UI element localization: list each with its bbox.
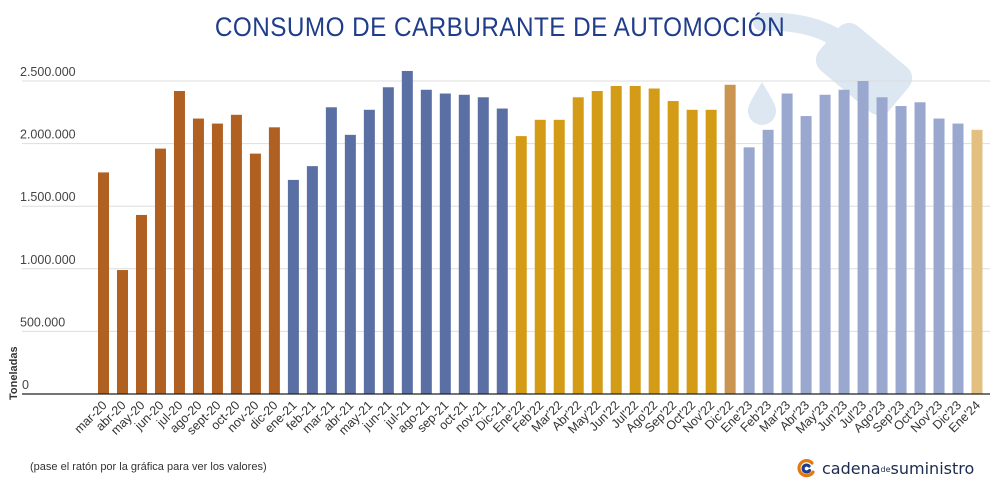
bar-Dic'22[interactable]: Dic'22 — [724, 84, 736, 394]
bar-Feb'22[interactable]: Feb'22 — [534, 119, 546, 394]
bar-May'22[interactable]: May'22 — [591, 91, 603, 395]
bar-ene-21[interactable]: ene-21 — [287, 179, 299, 394]
brand-name-part1: cadena — [822, 458, 881, 478]
y-tick-label: 0 — [22, 378, 29, 392]
bar-Ene'22[interactable]: Ene'22 — [515, 136, 527, 394]
bar-Mar'23[interactable]: Mar'23 — [781, 93, 793, 395]
bar-sept-20[interactable]: sept-20 — [211, 123, 223, 394]
brand-name: cadenadesuministro — [822, 459, 974, 478]
y-axis-ticks: 0 500.000 1.000.000 1.500.000 2.000.000 2.500… — [20, 65, 76, 392]
bar-ago-20[interactable]: ago-20 — [192, 118, 204, 394]
bar-nov-21[interactable]: nov-21 — [477, 97, 489, 394]
bar-may-20[interactable]: may-20 — [135, 214, 147, 394]
bar-jul-20[interactable]: jul-20 — [173, 91, 185, 395]
bar-Abr'23[interactable]: Abr'23 — [800, 116, 812, 394]
bar-mar-20[interactable]: mar-20 — [98, 172, 109, 394]
bar-Ago'22[interactable]: Ago'22 — [648, 88, 660, 394]
bar-Sep'23[interactable]: Sep'23 — [895, 106, 907, 394]
bar-Nov'23[interactable]: Nov'23 — [933, 118, 945, 394]
bar-sep-21[interactable]: sep-21 — [439, 93, 451, 395]
bar-Jun'22[interactable]: Jun'22 — [610, 86, 622, 394]
bar-Ago'23[interactable]: Ago'23 — [876, 97, 888, 394]
bar-Jun'23[interactable]: Jun'23 — [838, 89, 850, 394]
bar-Oct'22[interactable]: Oct'22 — [686, 109, 698, 395]
bar-Feb'23[interactable]: Feb'23 — [762, 129, 774, 394]
bar-jun-21[interactable]: jun-21 — [382, 87, 394, 394]
bar-may-21[interactable]: may-21 — [363, 109, 375, 395]
bar-Jul'22[interactable]: Jul'22 — [629, 86, 641, 394]
bars[interactable]: mar-20 abr-20 may-20 jun-20 jul-20 ago-20 sept… — [98, 70, 983, 395]
bar-Ene'24[interactable]: Ene'24 — [971, 129, 983, 394]
bar-Dic'23[interactable]: Dic'23 — [952, 123, 964, 394]
bar-abr-20[interactable]: abr-20 — [116, 270, 128, 394]
watermark-drop — [748, 82, 776, 125]
bar-Ene'23[interactable]: Ene'23 — [743, 147, 755, 394]
x-axis-ticks: mar-20abr-20may-20jun-20jul-20ago-20sept… — [72, 398, 983, 437]
bar-feb-21[interactable]: feb-21 — [306, 166, 318, 394]
brand-name-part3: suministro — [890, 458, 975, 478]
bar-abr-21[interactable]: abr-21 — [344, 134, 356, 394]
bar-Abr'22[interactable]: Abr'22 — [572, 97, 584, 394]
brand-name-part2: de — [880, 464, 891, 474]
bar-May'23[interactable]: May'23 — [819, 94, 831, 395]
bar-Jul'23[interactable]: Jul'23 — [857, 81, 869, 394]
y-tick-label: 2.500.000 — [20, 65, 76, 79]
bar-Nov'22[interactable]: Nov'22 — [705, 109, 717, 395]
bar-oct-20[interactable]: oct-20 — [230, 114, 242, 395]
brand-swirl-icon — [797, 459, 815, 478]
bar-mar-21[interactable]: mar-21 — [325, 107, 337, 394]
watermark-nozzle — [815, 22, 913, 116]
y-tick-label: 1.500.000 — [20, 190, 76, 204]
bar-Sep'22[interactable]: Sep'22 — [667, 101, 679, 394]
bar-Oct'23[interactable]: Oct'23 — [914, 102, 926, 394]
y-axis-label: Toneladas — [8, 346, 20, 400]
y-tick-label: 1.000.000 — [20, 253, 76, 267]
brand-logo[interactable]: cadenadesuministro — [796, 456, 974, 480]
bar-oct-21[interactable]: oct-21 — [458, 94, 470, 395]
hover-hint-note: (pase el ratón por la gráfica para ver l… — [30, 461, 267, 473]
bar-ago-21[interactable]: ago-21 — [420, 89, 432, 394]
y-tick-label: 500.000 — [20, 315, 65, 329]
bar-jul-21[interactable]: jul-21 — [401, 70, 413, 394]
bar-jun-20[interactable]: jun-20 — [154, 148, 166, 394]
bar-Dic-21[interactable]: Dic-21 — [496, 108, 508, 394]
chart-title: CONSUMO DE CARBURANTE DE AUTOMOCIÓN — [214, 12, 786, 42]
y-tick-label: 2.000.000 — [20, 128, 76, 142]
bar-dic-20[interactable]: dic-20 — [268, 127, 280, 394]
bar-nov-20[interactable]: nov-20 — [249, 153, 261, 394]
bar-Mar'22[interactable]: Mar'22 — [553, 119, 565, 394]
